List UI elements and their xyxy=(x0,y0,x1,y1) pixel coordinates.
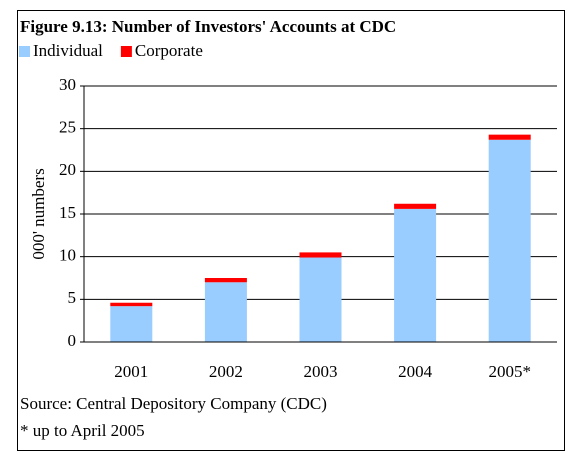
source: Source: Central Depository Company (CDC) xyxy=(20,394,327,413)
y-tick-label: 0 xyxy=(68,331,77,350)
legend-label: Corporate xyxy=(135,41,203,60)
bar-segment xyxy=(488,134,531,140)
x-tick-label: 2003 xyxy=(304,362,338,381)
y-axis-label: 000' numbers xyxy=(29,168,48,259)
bar-segment xyxy=(299,257,342,342)
y-tick-label: 25 xyxy=(59,118,76,137)
y-tick-label: 5 xyxy=(68,288,77,307)
y-tick-label: 30 xyxy=(59,75,76,94)
bar-segment xyxy=(394,208,437,342)
bar-segment xyxy=(204,278,247,283)
bar-segment xyxy=(110,306,153,342)
legend-swatch xyxy=(120,46,132,57)
bar-segment xyxy=(394,203,437,209)
note: * up to April 2005 xyxy=(20,421,145,440)
x-tick-label: 2001 xyxy=(114,362,148,381)
legend-swatch xyxy=(19,46,30,57)
y-tick-label: 15 xyxy=(59,203,76,222)
bar-segment xyxy=(204,282,247,342)
y-tick-label: 20 xyxy=(59,160,76,179)
y-tick-label: 10 xyxy=(59,246,76,265)
bar-segment xyxy=(110,302,153,307)
bar-segment xyxy=(299,252,342,258)
x-tick-label: 2005* xyxy=(488,362,531,381)
bar-segment xyxy=(488,139,531,342)
x-tick-label: 2004 xyxy=(398,362,433,381)
chart-title: Figure 9.13: Number of Investors' Accoun… xyxy=(20,17,396,36)
frame xyxy=(17,10,565,451)
legend-label: Individual xyxy=(33,41,103,60)
x-tick-label: 2002 xyxy=(209,362,243,381)
